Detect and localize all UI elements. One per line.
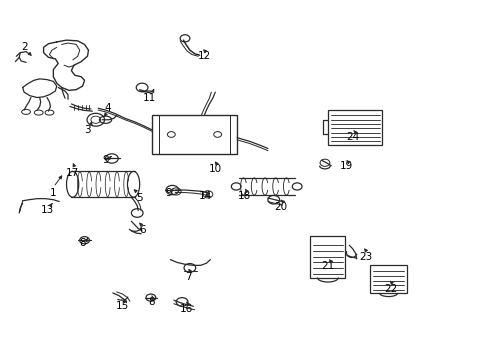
Text: 12: 12: [198, 51, 211, 61]
Text: 1: 1: [50, 188, 57, 198]
Text: 11: 11: [142, 93, 156, 103]
Text: 20: 20: [274, 202, 287, 212]
Text: 9: 9: [165, 188, 172, 198]
Text: 18: 18: [237, 191, 251, 201]
Text: 10: 10: [208, 164, 222, 174]
Text: 24: 24: [346, 132, 359, 142]
Text: 3: 3: [84, 125, 91, 135]
Bar: [152, 115, 237, 154]
Text: 23: 23: [358, 252, 371, 262]
Text: 21: 21: [321, 261, 334, 271]
Text: 5: 5: [136, 193, 142, 203]
Text: 14: 14: [199, 191, 212, 201]
Text: 15: 15: [116, 301, 129, 311]
Text: 22: 22: [384, 284, 397, 294]
Text: 17: 17: [66, 168, 80, 178]
Text: 7: 7: [185, 272, 191, 282]
Text: 19: 19: [340, 161, 353, 171]
Text: 8: 8: [79, 238, 86, 248]
Text: 4: 4: [104, 103, 111, 113]
Text: 2: 2: [21, 42, 27, 52]
Bar: [310, 236, 345, 278]
Bar: [369, 265, 406, 293]
Text: 13: 13: [41, 206, 54, 216]
Text: 9: 9: [102, 155, 109, 165]
Text: 16: 16: [179, 304, 192, 314]
Text: 6: 6: [139, 225, 145, 235]
Bar: [328, 110, 381, 145]
Text: 8: 8: [148, 297, 155, 307]
